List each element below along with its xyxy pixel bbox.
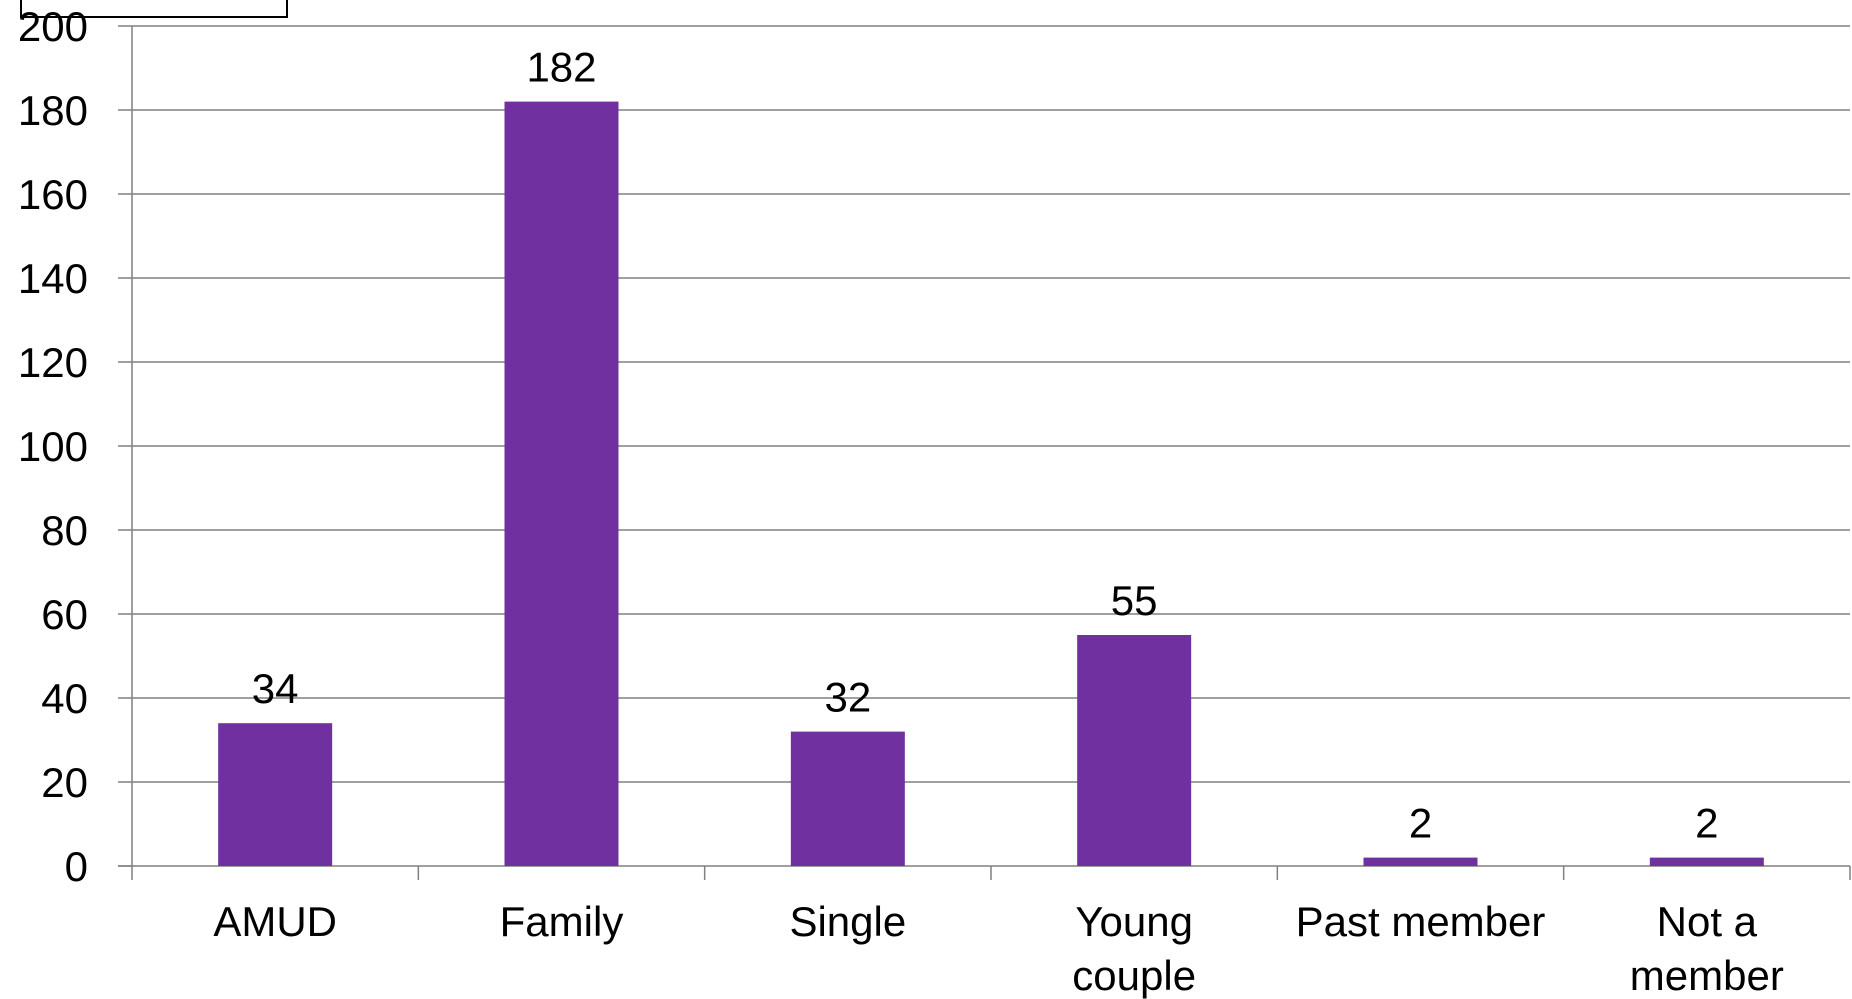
x-category-labels: AMUD Family Single Young couple Past member No… — [213, 898, 1784, 999]
category-label-line: Family — [500, 898, 624, 945]
data-labels: 34 182 32 55 2 2 — [252, 44, 1719, 847]
y-tick-label: 20 — [41, 759, 88, 806]
category-label-line: member — [1630, 952, 1784, 999]
y-tick-label: 120 — [18, 339, 88, 386]
y-tick-label: 100 — [18, 423, 88, 470]
category-label: Family — [500, 898, 624, 945]
bars — [218, 101, 1764, 867]
y-tick-label: 80 — [41, 507, 88, 554]
category-label-line: couple — [1072, 952, 1196, 999]
category-label: AMUD — [213, 898, 337, 945]
y-tick-labels: 0 20 40 60 80 100 120 140 160 180 200 — [18, 3, 88, 890]
bar-amud — [218, 723, 333, 866]
data-label: 182 — [526, 44, 596, 91]
category-label: Young couple — [1072, 898, 1196, 999]
data-label: 55 — [1111, 577, 1158, 624]
bar-young-couple — [1077, 635, 1192, 866]
bar-family — [504, 101, 619, 867]
category-label-line: AMUD — [213, 898, 337, 945]
y-tick-label: 60 — [41, 591, 88, 638]
bar-not-a-member — [1649, 857, 1764, 866]
category-label: Single — [789, 898, 906, 945]
category-label-line: Single — [789, 898, 906, 945]
category-label-line: Past member — [1296, 898, 1546, 945]
y-tick-label: 200 — [18, 3, 88, 50]
axes — [118, 25, 1851, 880]
data-label: 32 — [824, 674, 871, 721]
category-label: Past member — [1296, 898, 1546, 945]
y-tick-label: 40 — [41, 675, 88, 722]
y-tick-label: 160 — [18, 171, 88, 218]
y-tick-label: 0 — [65, 843, 88, 890]
corner-frame-decoration — [20, 0, 288, 18]
category-label: Not a member — [1630, 898, 1784, 999]
data-label: 2 — [1695, 800, 1718, 847]
category-label-line: Not a — [1657, 898, 1758, 945]
bar-past-member — [1363, 857, 1478, 866]
y-tick-label: 140 — [18, 255, 88, 302]
y-tick-label: 180 — [18, 87, 88, 134]
data-label: 2 — [1409, 800, 1432, 847]
data-label: 34 — [252, 665, 299, 712]
grid-lines — [132, 25, 1850, 783]
category-label-line: Young — [1075, 898, 1193, 945]
bar-single — [790, 731, 905, 866]
